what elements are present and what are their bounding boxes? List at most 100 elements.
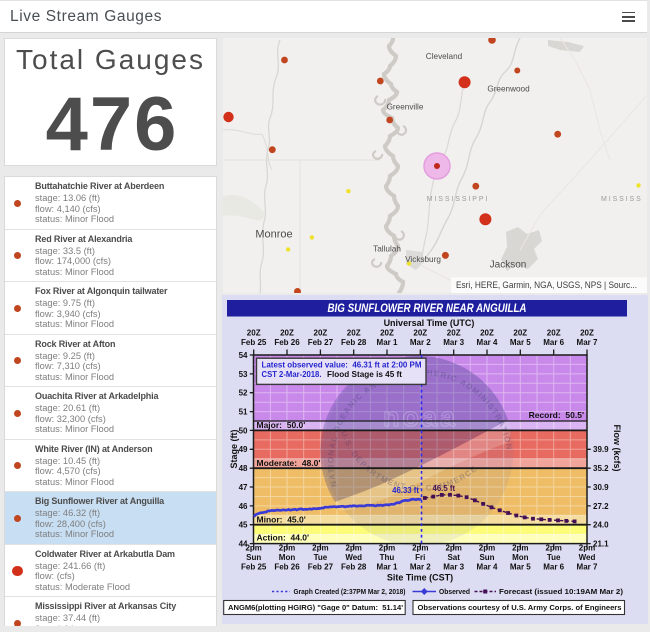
svg-text:20Z: 20Z [547,329,561,338]
svg-text:Observations courtesy of U.S.: Observations courtesy of U.S. Army Corps… [418,603,622,612]
svg-text:Greenwood: Greenwood [487,84,530,93]
svg-text:20Z: 20Z [513,329,527,338]
svg-text:2pm: 2pm [379,544,395,553]
svg-text:Mar 5: Mar 5 [510,562,531,571]
svg-text:Major: 50.0': Major: 50.0' [257,420,306,430]
svg-text:Feb 27: Feb 27 [308,562,334,571]
svg-text:Feb 25: Feb 25 [241,338,267,347]
svg-text:2pm: 2pm [279,544,295,553]
svg-text:Mar 6: Mar 6 [543,562,564,571]
svg-text:Feb 26: Feb 26 [274,338,300,347]
svg-text:Monroe: Monroe [255,228,292,240]
svg-text:Universal Time (UTC): Universal Time (UTC) [384,318,475,328]
svg-text:Record: 50.5': Record: 50.5' [529,410,584,420]
svg-text:Mar 6: Mar 6 [543,338,564,347]
svg-text:20Z: 20Z [380,329,394,338]
svg-text:48: 48 [239,464,248,473]
svg-text:2pm: 2pm [445,544,461,553]
svg-text:Mar 4: Mar 4 [477,562,498,571]
svg-text:Site Time (CST): Site Time (CST) [387,573,453,583]
svg-text:2pm: 2pm [479,544,495,553]
svg-text:Feb 28: Feb 28 [341,338,367,347]
svg-text:Vicksburg: Vicksburg [405,255,441,264]
svg-text:27.2: 27.2 [593,502,609,511]
svg-text:Graph Created (2:37PM Mar 2, 2: Graph Created (2:37PM Mar 2, 2018) [294,587,407,596]
svg-text:35.2: 35.2 [593,464,609,473]
svg-text:20Z: 20Z [347,329,361,338]
svg-text:Mon: Mon [512,553,529,562]
svg-text:Sun: Sun [479,553,494,562]
svg-text:Tallulah: Tallulah [373,244,401,253]
svg-text:Mar 2: Mar 2 [410,562,431,571]
svg-text:24.0: 24.0 [593,521,609,530]
svg-text:39.9: 39.9 [593,445,609,454]
svg-text:Esri, HERE, Garmin, NGA, USGS,: Esri, HERE, Garmin, NGA, USGS, NPS | Sou… [456,280,637,290]
svg-text:20Z: 20Z [447,329,461,338]
svg-text:47: 47 [239,483,248,492]
svg-text:Mar 4: Mar 4 [477,338,498,347]
svg-text:44: 44 [239,540,248,549]
svg-text:2pm: 2pm [512,544,528,553]
svg-text:20Z: 20Z [413,329,427,338]
svg-text:2pm: 2pm [545,544,561,553]
svg-text:BIG SUNFLOWER RIVER NEAR ANGUI: BIG SUNFLOWER RIVER NEAR ANGUILLA [328,303,527,315]
svg-text:Forecast (issued 10:19AM Mar 2: Forecast (issued 10:19AM Mar 2) [499,587,624,596]
svg-text:Mar 3: Mar 3 [443,562,464,571]
svg-text:Flood Stage is 45 ft: Flood Stage is 45 ft [327,370,402,379]
svg-text:Latest observed value: 46.31: Latest observed value: 46.31 ft at 2:00 … [262,361,422,370]
svg-text:2pm: 2pm [345,544,361,553]
svg-text:20Z: 20Z [314,329,328,338]
svg-text:Action: 44.0': Action: 44.0' [257,533,310,543]
svg-text:2pm: 2pm [412,544,428,553]
svg-text:Jackson: Jackson [490,260,527,271]
svg-text:CST 2-Mar-2018.: CST 2-Mar-2018. [262,370,322,379]
svg-text:21.1: 21.1 [593,540,609,549]
svg-text:54: 54 [239,351,248,360]
svg-text:46.33 ft: 46.33 ft [392,486,419,495]
svg-text:Thu: Thu [380,553,395,562]
svg-text:20Z: 20Z [280,329,294,338]
svg-text:Observed: Observed [439,587,470,596]
svg-text:Sat: Sat [447,553,460,562]
svg-text:20Z: 20Z [580,329,594,338]
svg-text:2pm: 2pm [579,544,595,553]
svg-text:45: 45 [239,521,248,530]
svg-text:49: 49 [239,445,248,454]
svg-text:Flow (kcfs): Flow (kcfs) [612,424,622,471]
svg-text:Cleveland: Cleveland [426,52,463,61]
svg-text:Wed: Wed [579,553,596,562]
svg-text:Mar 7: Mar 7 [577,562,598,571]
svg-text:30.9: 30.9 [593,483,609,492]
svg-text:Mar 1: Mar 1 [377,562,398,571]
svg-text:Feb 28: Feb 28 [341,562,367,571]
svg-text:20Z: 20Z [247,329,261,338]
svg-text:Minor: 45.0': Minor: 45.0' [257,515,306,525]
svg-text:Mar 2: Mar 2 [410,338,431,347]
svg-text:46.5 ft: 46.5 ft [433,484,456,493]
svg-text:50: 50 [239,426,248,435]
svg-text:Moderate: 48.0': Moderate: 48.0' [257,458,321,468]
svg-text:Stage (ft): Stage (ft) [229,430,239,469]
svg-text:2pm: 2pm [245,544,261,553]
svg-text:Feb 26: Feb 26 [274,562,300,571]
svg-text:2pm: 2pm [312,544,328,553]
svg-text:Sun: Sun [246,553,261,562]
svg-text:Mar 3: Mar 3 [443,338,464,347]
svg-text:Tue: Tue [314,553,328,562]
svg-text:52: 52 [239,389,248,398]
svg-text:Greenville: Greenville [387,102,424,111]
svg-text:ANGM6(plotting HGIRG) "Gage 0": ANGM6(plotting HGIRG) "Gage 0" Datum: 51… [228,603,403,612]
svg-text:Mon: Mon [279,553,296,562]
svg-text:Feb 25: Feb 25 [241,562,267,571]
svg-text:20Z: 20Z [480,329,494,338]
svg-text:Mar 5: Mar 5 [510,338,531,347]
svg-text:51: 51 [239,408,248,417]
svg-text:Tue: Tue [547,553,561,562]
svg-text:noaa: noaa [383,402,458,432]
svg-text:MISSISSIPPI: MISSISSIPPI [427,196,490,203]
svg-text:Mar 1: Mar 1 [377,338,398,347]
svg-text:Feb 27: Feb 27 [308,338,334,347]
svg-text:Wed: Wed [345,553,362,562]
svg-text:MISSISS: MISSISS [601,196,643,203]
svg-text:Fri: Fri [415,553,425,562]
